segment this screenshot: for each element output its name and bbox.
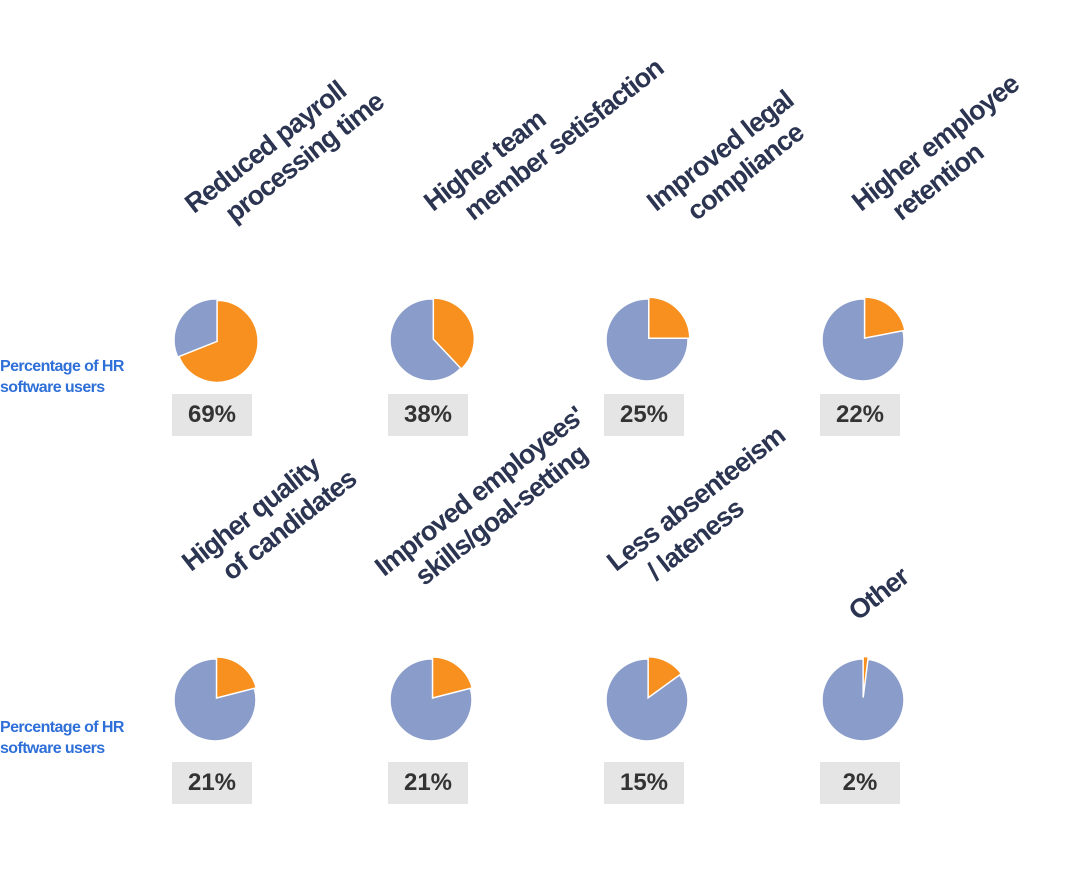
value-badge: 21% — [172, 762, 252, 804]
category-label-line: member setisfaction — [458, 52, 669, 227]
row-label-line: Percentage of HR — [0, 719, 124, 736]
value-badge: 15% — [604, 762, 684, 804]
pie-slice-share — [862, 655, 870, 698]
pie-chart — [821, 655, 905, 742]
row-label-line: Percentage of HR — [0, 358, 124, 375]
row-label-top: Percentage of HR software users — [0, 356, 160, 398]
row-label-bottom: Percentage of HR software users — [0, 717, 160, 759]
row-label-line: software users — [0, 379, 105, 396]
pie-chart — [389, 656, 474, 742]
pie-chart — [173, 298, 259, 384]
pie-chart — [605, 656, 689, 742]
value-badge: 21% — [388, 762, 468, 804]
pie-slice-share — [431, 656, 474, 699]
value-badge: 38% — [388, 394, 468, 436]
pie-chart — [605, 296, 691, 382]
category-label-line: Higher team — [418, 104, 551, 217]
value-badge: 2% — [820, 762, 900, 804]
pie-slice-share — [215, 656, 258, 699]
category-label: Higher quality of candidates — [176, 437, 363, 603]
category-label: Other — [842, 561, 915, 627]
pie-slice-share — [432, 297, 475, 371]
category-label: Higher team member setisfaction — [418, 27, 670, 243]
category-label: Reduced payroll processing time — [179, 60, 390, 245]
value-badge: 25% — [604, 394, 684, 436]
pie-slice-share — [863, 296, 906, 339]
row-label-line: software users — [0, 740, 105, 757]
pie-slice-share — [648, 296, 691, 339]
pie-chart — [173, 656, 258, 742]
category-label-line: Other — [842, 561, 915, 627]
pie-slice-share — [177, 299, 259, 384]
category-label: Less absenteeism / lateness — [601, 419, 811, 603]
value-badge: 22% — [820, 394, 900, 436]
pie-chart — [821, 296, 906, 382]
pie-chart — [389, 297, 475, 382]
category-label: Higher employee retention — [846, 68, 1045, 243]
category-label: Improved legal compliance — [641, 84, 820, 243]
pie-slice-share — [647, 656, 683, 700]
value-badge: 69% — [172, 394, 252, 436]
